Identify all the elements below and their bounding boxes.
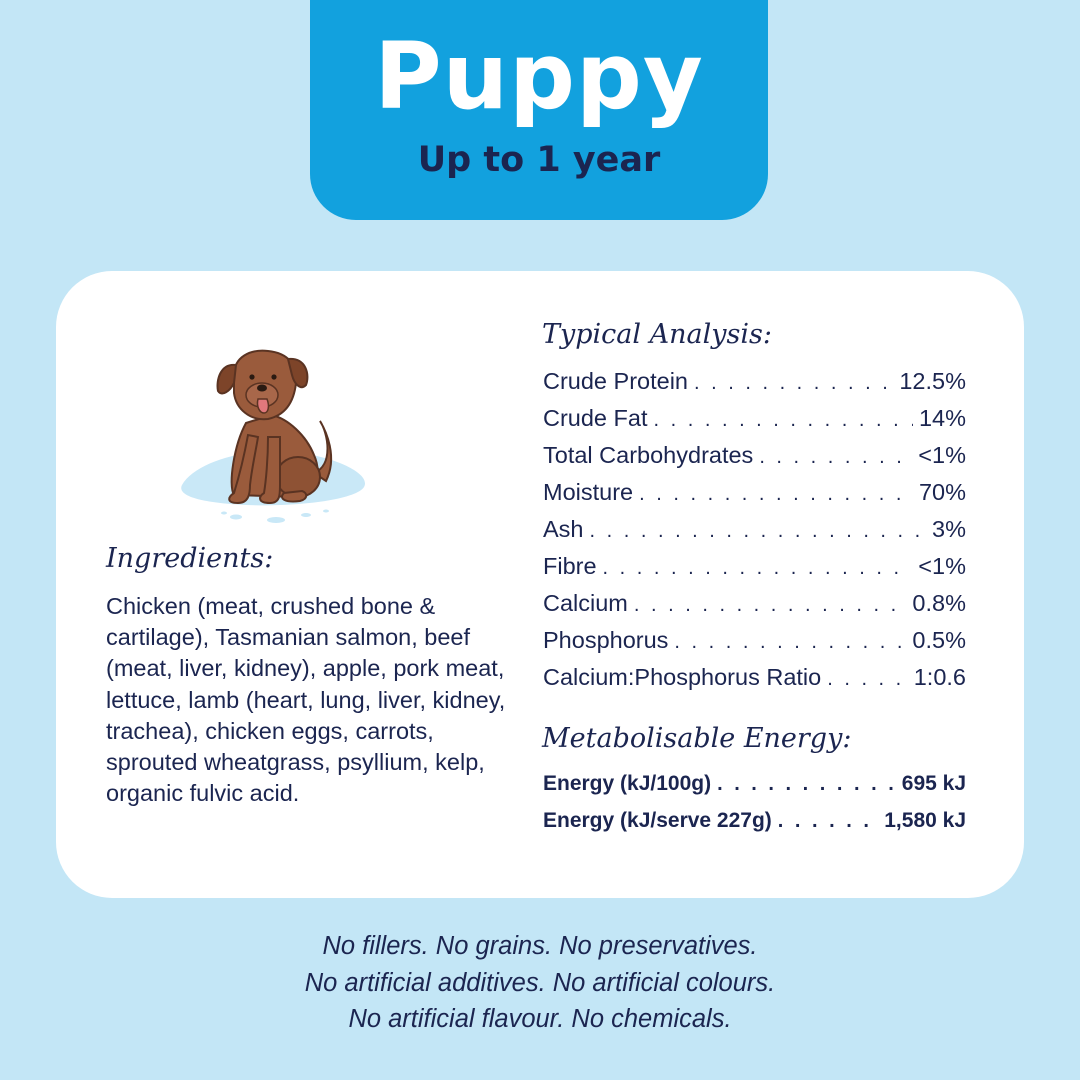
analysis-row-ratio: Calcium:Phosphorus Ratio 1:0.6 [543,659,966,696]
analysis-row-phosphorus: Phosphorus 0.5% [543,622,966,659]
footer-line: No artificial flavour. No chemicals. [348,1005,732,1033]
leader-dots [717,766,896,803]
ingredients-text: Chicken (meat, crushed bone & cartilage)… [106,593,506,807]
info-card: Ingredients: Chicken (meat, crushed bone… [56,271,1024,898]
typical-analysis-list: Crude Protein 12.5% Crude Fat 14% Total … [543,363,966,696]
analysis-label: Phosphorus [543,627,669,653]
analysis-value: 1:0.6 [913,664,966,690]
energy-label: Energy (kJ/serve 227g) [543,809,772,832]
dog-icon [181,349,366,523]
analysis-label: Moisture [543,479,634,505]
leader-dots [759,439,912,476]
analysis-row-fibre: Fibre <1% [543,548,966,585]
analysis-label: Calcium:Phosphorus Ratio [543,664,822,690]
leader-dots [674,624,906,661]
analysis-value: 12.5% [899,368,966,394]
page-title: Puppy [374,23,704,130]
analysis-label: Crude Fat [543,405,648,431]
analysis-row-calcium: Calcium 0.8% [543,585,966,622]
energy-row-serve: Energy (kJ/serve 227g) 1,580 kJ [543,802,966,839]
footer-line: No artificial additives. No artificial c… [304,968,776,997]
page-subtitle: Up to 1 year [417,140,661,180]
energy-label: Energy (kJ/100g) [543,772,712,795]
energy-value: 695 kJ [901,772,966,795]
analysis-row-crude-protein: Crude Protein 12.5% [543,363,966,400]
analysis-label: Calcium [543,590,628,616]
analysis-row-ash: Ash 3% [543,511,966,548]
energy-list: Energy (kJ/100g) 695 kJ Energy (kJ/serve… [543,765,966,839]
analysis-value: 3% [932,516,966,542]
analysis-value: 70% [918,479,966,505]
energy-heading: Metabolisable Energy: [542,723,852,754]
leader-dots [778,803,878,840]
analysis-label: Fibre [543,553,597,579]
leader-dots [639,476,913,513]
header-tab: Puppy Up to 1 year [310,0,768,220]
analysis-label: Ash [543,516,584,542]
analysis-row-crude-fat: Crude Fat 14% [543,400,966,437]
leader-dots [694,365,893,402]
analysis-value: <1% [918,553,966,579]
energy-row-100g: Energy (kJ/100g) 695 kJ [543,765,966,802]
leader-dots [603,550,913,587]
analysis-label: Crude Protein [543,368,688,394]
leader-dots [590,513,927,550]
ingredients-heading: Ingredients: [106,543,274,574]
leader-dots [634,587,907,624]
analysis-value: 0.8% [912,590,966,616]
leader-dots [827,661,908,698]
energy-value: 1,580 kJ [884,809,966,832]
analysis-row-total-carbohydrates: Total Carbohydrates <1% [543,437,966,474]
analysis-row-moisture: Moisture 70% [543,474,966,511]
analysis-value: 0.5% [912,627,966,653]
analysis-label: Total Carbohydrates [543,442,754,468]
analysis-value: 14% [918,405,966,431]
typical-analysis-heading: Typical Analysis: [542,319,772,350]
leader-dots [654,402,913,439]
analysis-value: <1% [918,442,966,468]
footer-claims: No fillers. No grains. No preservatives.… [0,928,1080,1038]
footer-line: No fillers. No grains. No preservatives. [322,932,758,960]
